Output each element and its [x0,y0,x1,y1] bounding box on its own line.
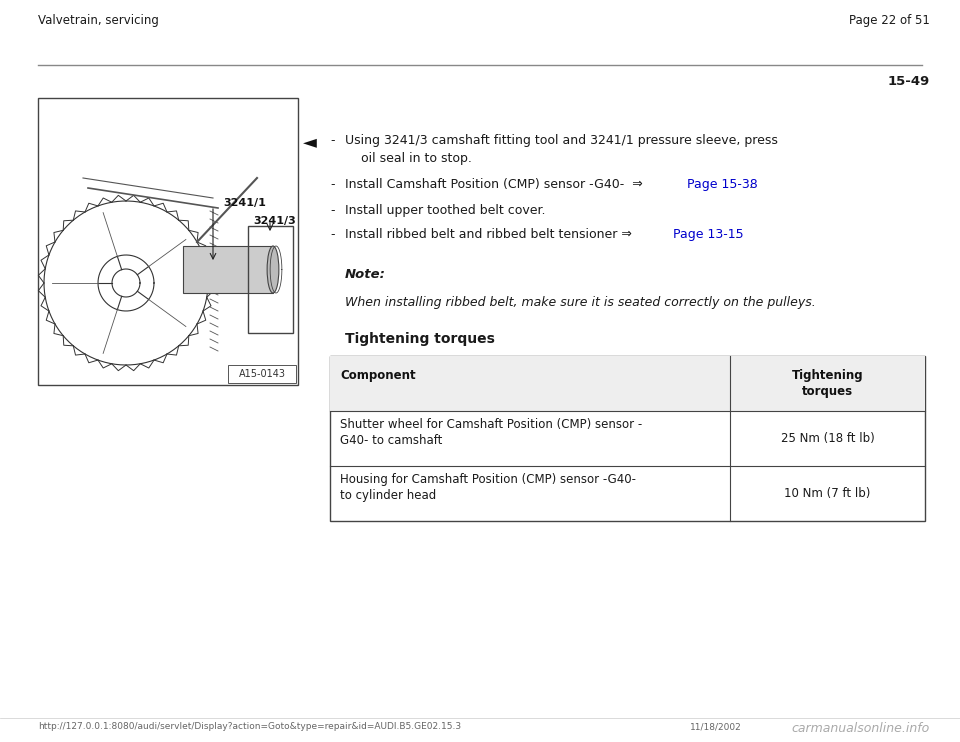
Text: -: - [330,228,334,241]
Bar [330,356,925,521]
Bar [38,98,298,385]
Text: Valvetrain, servicing: Valvetrain, servicing [38,14,158,27]
Text: When installing ribbed belt, make sure it is seated correctly on the pulleys.: When installing ribbed belt, make sure i… [345,296,816,309]
Text: Install ribbed belt and ribbed belt tensioner ⇒: Install ribbed belt and ribbed belt tens… [345,228,640,241]
Text: Housing for Camshaft Position (CMP) sensor -G40-
to cylinder head: Housing for Camshaft Position (CMP) sens… [340,473,636,502]
Text: Tightening torques: Tightening torques [345,332,494,346]
Text: Note:: Note: [345,268,386,281]
Text: Page 15-38: Page 15-38 [687,178,757,191]
Bar [183,246,273,293]
Text: http://127.0.0.1:8080/audi/servlet/Display?action=Goto&type=repair&id=AUDI.B5.GE: http://127.0.0.1:8080/audi/servlet/Displ… [38,722,461,731]
Text: 25 Nm (18 ft lb): 25 Nm (18 ft lb) [780,432,875,445]
Text: oil seal in to stop.: oil seal in to stop. [361,152,472,165]
Text: Shutter wheel for Camshaft Position (CMP) sensor -
G40- to camshaft: Shutter wheel for Camshaft Position (CMP… [340,418,642,447]
Text: Page 22 of 51: Page 22 of 51 [850,14,930,27]
Bar [248,226,293,333]
Text: 15-49: 15-49 [888,75,930,88]
Ellipse shape [267,246,278,293]
Text: Tightening
torques: Tightening torques [792,369,863,398]
Text: A15-0143: A15-0143 [238,369,285,379]
Text: carmanualsonline.info: carmanualsonline.info [792,722,930,735]
Bar [228,365,296,383]
Bar [330,356,925,411]
Text: ◄: ◄ [303,133,317,151]
Text: 10 Nm (7 ft lb): 10 Nm (7 ft lb) [784,487,871,500]
Text: 3241/1: 3241/1 [223,198,266,208]
Text: Using 3241/3 camshaft fitting tool and 3241/1 pressure sleeve, press: Using 3241/3 camshaft fitting tool and 3… [345,134,778,147]
Text: .: . [731,228,739,241]
Text: Install upper toothed belt cover.: Install upper toothed belt cover. [345,204,545,217]
Text: -: - [330,178,334,191]
Text: .: . [745,178,753,191]
Text: Page 13-15: Page 13-15 [673,228,744,241]
Text: Component: Component [340,369,416,382]
Text: 3241/3: 3241/3 [253,216,296,226]
Text: -: - [330,204,334,217]
Text: Install Camshaft Position (CMP) sensor -G40-  ⇒: Install Camshaft Position (CMP) sensor -… [345,178,651,191]
Text: 11/18/2002: 11/18/2002 [690,722,742,731]
Text: -: - [330,134,334,147]
